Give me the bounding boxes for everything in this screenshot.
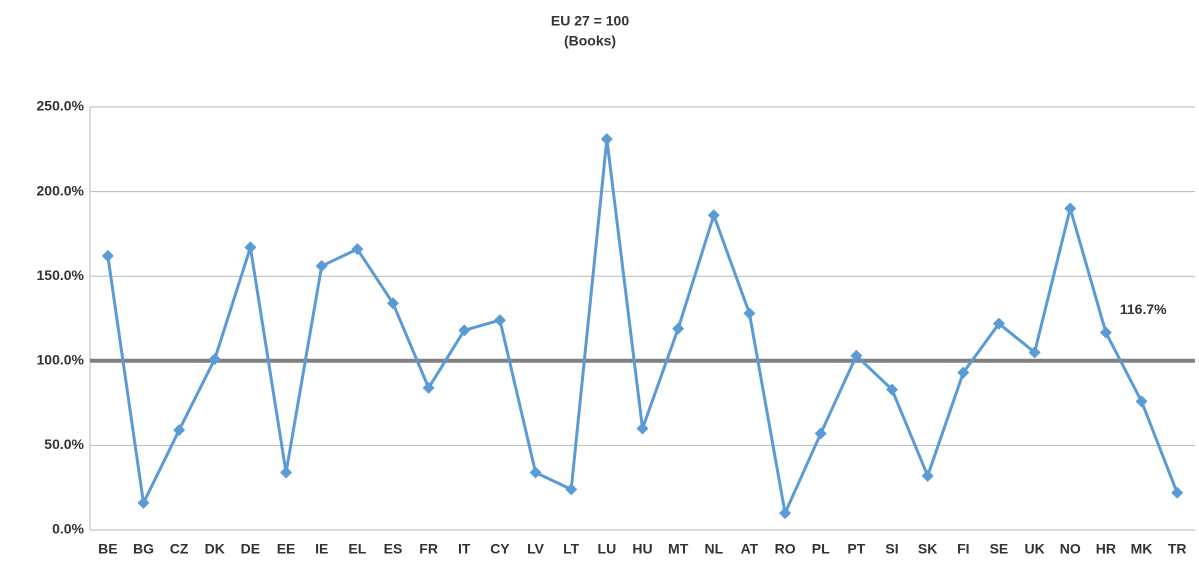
point-marker [707, 209, 720, 222]
point-marker [458, 324, 471, 337]
x-tick-label: LU [598, 541, 617, 557]
chart-title: EU 27 = 100 [551, 13, 629, 29]
y-tick-label: 50.0% [44, 436, 84, 452]
x-tick-label: MT [668, 541, 689, 557]
point-marker [137, 496, 150, 509]
x-tick-label: NL [704, 541, 723, 557]
x-tick-label: SI [885, 541, 898, 557]
point-marker [422, 381, 435, 394]
x-tick-label: HU [632, 541, 652, 557]
x-tick-label: ES [384, 541, 403, 557]
point-marker [992, 317, 1005, 330]
point-marker [101, 249, 114, 262]
x-tick-label: NO [1060, 541, 1081, 557]
x-tick-label: UK [1024, 541, 1044, 557]
point-marker [886, 383, 899, 396]
x-tick-label: IT [458, 541, 471, 557]
point-marker [315, 260, 328, 273]
y-tick-label: 0.0% [52, 521, 84, 537]
x-tick-label: RO [775, 541, 796, 557]
point-marker [957, 366, 970, 379]
point-marker [779, 507, 792, 520]
x-tick-label: PL [812, 541, 830, 557]
x-tick-label: BG [133, 541, 154, 557]
point-marker [208, 353, 221, 366]
x-tick-label: TR [1168, 541, 1187, 557]
point-marker [244, 241, 257, 254]
y-tick-label: 200.0% [37, 182, 85, 198]
x-tick-label: FR [419, 541, 438, 557]
point-marker [921, 469, 934, 482]
x-tick-label: LV [527, 541, 545, 557]
x-tick-label: DE [241, 541, 260, 557]
x-tick-label: SK [918, 541, 937, 557]
point-marker [1135, 395, 1148, 408]
x-tick-label: CZ [170, 541, 189, 557]
data-label: 116.7% [1120, 301, 1167, 317]
x-tick-label: EE [277, 541, 296, 557]
point-marker [672, 322, 685, 335]
x-tick-label: IE [315, 541, 328, 557]
point-marker [1171, 486, 1184, 499]
point-marker [493, 314, 506, 327]
point-marker [814, 427, 827, 440]
point-marker [351, 243, 364, 256]
y-tick-label: 100.0% [37, 352, 85, 368]
x-tick-label: FI [957, 541, 969, 557]
point-marker [280, 466, 293, 479]
x-tick-label: SE [990, 541, 1009, 557]
point-marker [565, 483, 578, 496]
x-tick-label: BE [98, 541, 117, 557]
x-tick-label: PT [847, 541, 865, 557]
point-marker [850, 349, 863, 362]
x-tick-label: CY [490, 541, 510, 557]
point-marker [1028, 346, 1041, 359]
x-tick-label: HR [1096, 541, 1116, 557]
point-marker [529, 466, 542, 479]
x-tick-label: AT [741, 541, 759, 557]
y-tick-label: 250.0% [37, 98, 85, 114]
point-marker [600, 133, 613, 146]
point-marker [636, 422, 649, 435]
point-marker [1064, 202, 1077, 215]
x-tick-label: EL [348, 541, 366, 557]
series-line [106, 137, 1179, 515]
point-marker [1099, 326, 1112, 339]
y-tick-label: 150.0% [37, 267, 85, 283]
x-tick-label: MK [1131, 541, 1153, 557]
chart-subtitle: (Books) [564, 33, 616, 49]
point-marker [386, 297, 399, 310]
x-tick-label: DK [205, 541, 225, 557]
point-marker [173, 424, 186, 437]
x-tick-label: LT [563, 541, 580, 557]
point-marker [743, 307, 756, 320]
